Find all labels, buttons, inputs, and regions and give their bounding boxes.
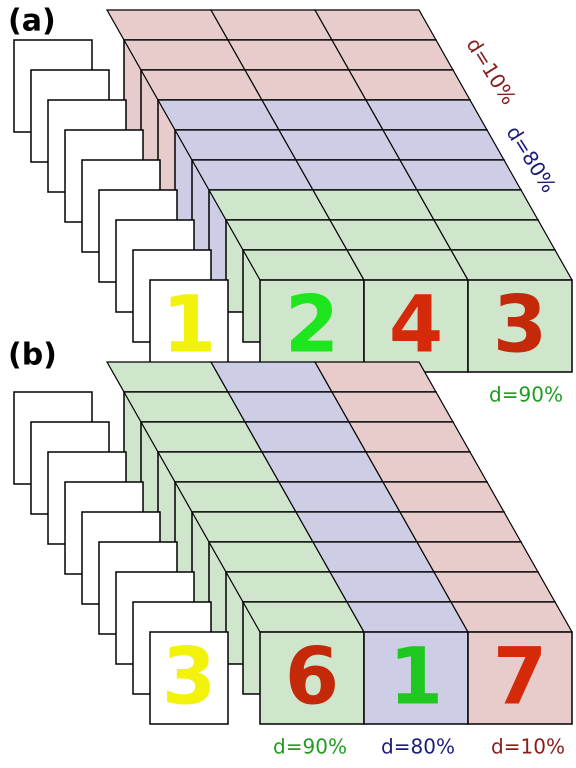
cube-top <box>226 572 347 602</box>
cube-top <box>349 422 470 452</box>
cube-top <box>347 602 468 632</box>
cube-top <box>400 512 521 542</box>
cube-top <box>279 482 400 512</box>
cube-top <box>243 602 364 632</box>
panel-label: (a) <box>8 4 56 39</box>
cube-top <box>124 392 245 422</box>
cube-top <box>175 482 296 512</box>
cube-top <box>209 542 330 572</box>
cube-top <box>228 392 349 422</box>
cube-top <box>332 40 453 70</box>
digit: 3 <box>493 280 547 370</box>
depth-label: d=10% <box>491 735 565 759</box>
cube-top <box>262 100 383 130</box>
digit: 2 <box>285 280 339 370</box>
cube-top <box>383 130 504 160</box>
cube-top <box>451 602 572 632</box>
digit: 1 <box>162 280 216 370</box>
digit: 6 <box>285 632 339 722</box>
cube-top <box>209 190 330 220</box>
cube-top <box>366 100 487 130</box>
cube-top <box>158 100 279 130</box>
cube-top <box>243 250 364 280</box>
digit: 1 <box>389 632 443 722</box>
depth-label: d=90% <box>489 383 563 407</box>
cube-top <box>192 160 313 190</box>
cube-top <box>400 160 521 190</box>
cube-top <box>262 452 383 482</box>
cube-top <box>451 250 572 280</box>
depth-label: d=90% <box>273 735 347 759</box>
depth-label: d=10% <box>462 34 522 109</box>
cube-top <box>347 250 468 280</box>
cube-top <box>313 190 434 220</box>
cube-top <box>434 572 555 602</box>
cube-top <box>226 220 347 250</box>
cube-top <box>296 512 417 542</box>
cube-top <box>417 542 538 572</box>
cube-top <box>245 422 366 452</box>
cube-top <box>313 542 434 572</box>
cube-top <box>315 10 436 40</box>
cube-top <box>211 10 332 40</box>
cube-top <box>366 452 487 482</box>
cube-top <box>158 452 279 482</box>
figure: (a) (b) 12433617d=10%d=80%d=90%d=90%d=80… <box>0 0 576 764</box>
cube-top <box>332 392 453 422</box>
cube-top <box>124 40 245 70</box>
digit: 7 <box>493 632 547 722</box>
cube-top <box>141 70 262 100</box>
digit: 4 <box>389 280 443 370</box>
depth-label: d=80% <box>381 735 455 759</box>
cube-top <box>279 130 400 160</box>
cube-top <box>107 10 228 40</box>
cube-top <box>330 220 451 250</box>
cube-top <box>175 130 296 160</box>
digit: 3 <box>162 632 216 722</box>
cube-top <box>383 482 504 512</box>
cube-top <box>141 422 262 452</box>
cube-top <box>417 190 538 220</box>
cube-top <box>245 70 366 100</box>
cube-top <box>349 70 470 100</box>
cube-top <box>192 512 313 542</box>
cube-top <box>296 160 417 190</box>
cube-top <box>330 572 451 602</box>
cube-top <box>228 40 349 70</box>
panel-label: (b) <box>8 338 57 373</box>
cube-top <box>434 220 555 250</box>
